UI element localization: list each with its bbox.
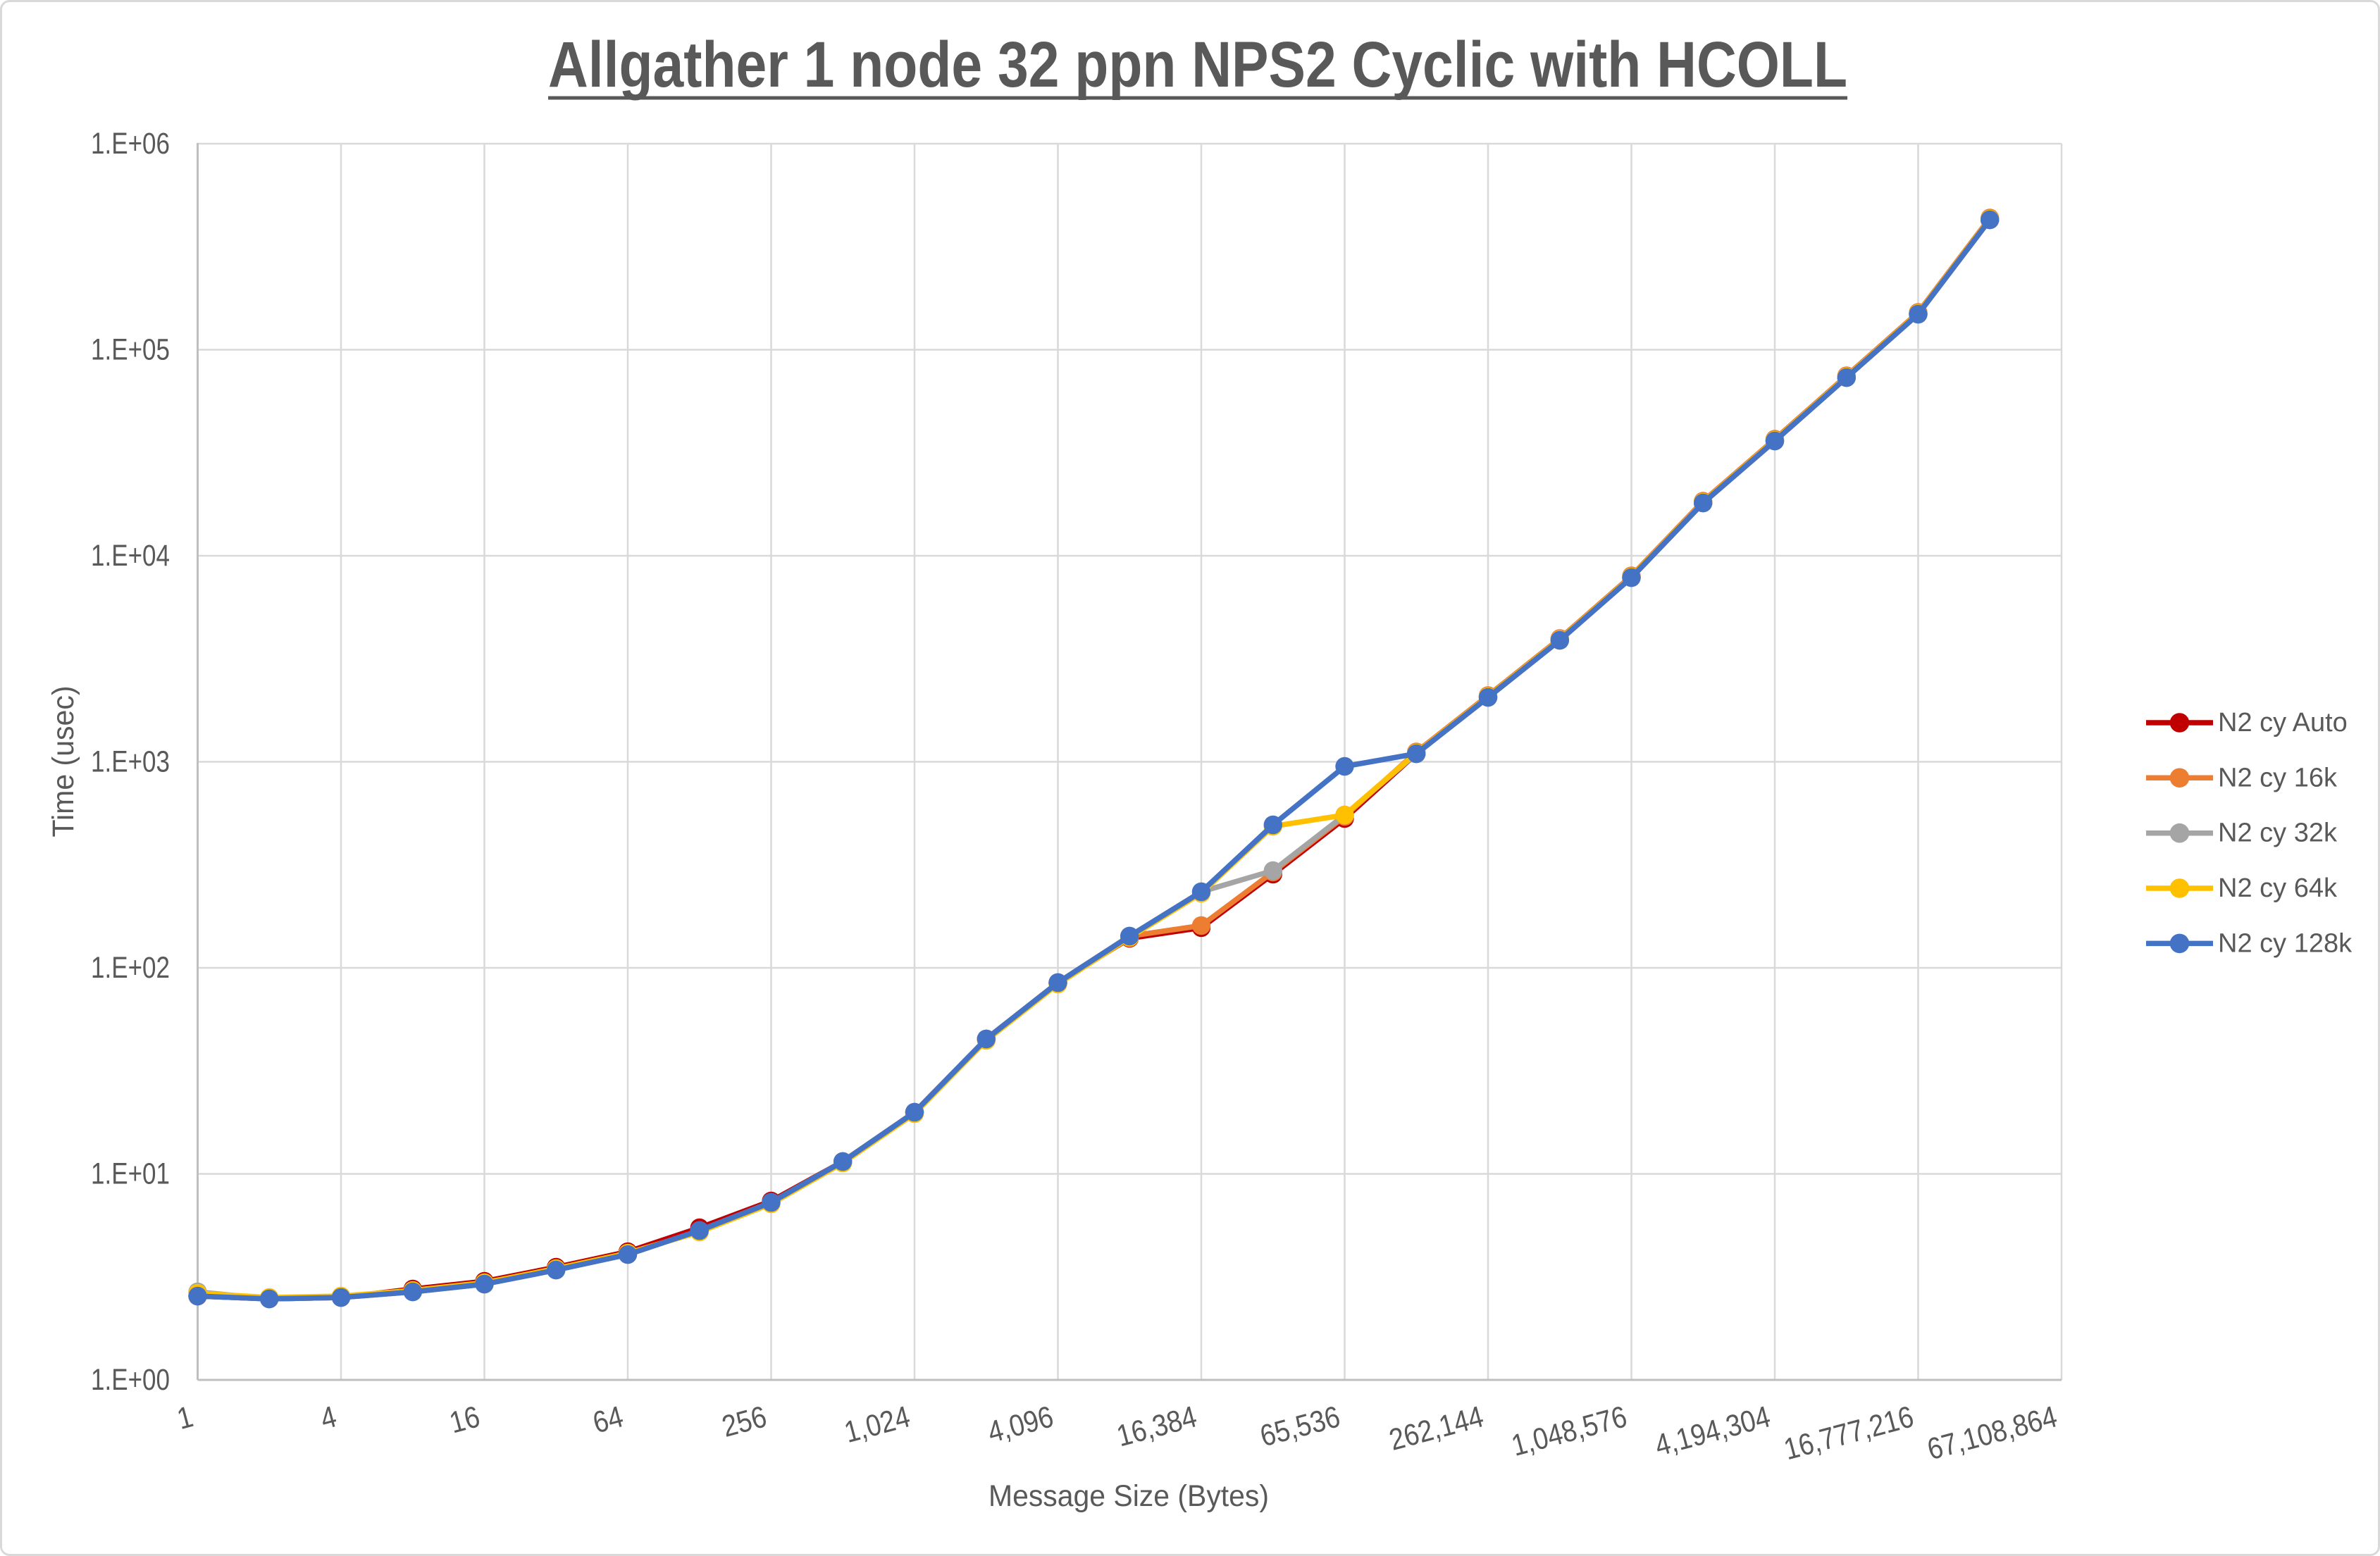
svg-text:1.E+00: 1.E+00 [91,1363,170,1397]
svg-text:N2 cy 64k: N2 cy 64k [2218,873,2338,903]
svg-text:1.E+05: 1.E+05 [91,333,170,367]
svg-text:Message Size (Bytes): Message Size (Bytes) [988,1479,1269,1513]
svg-text:N2 cy 32k: N2 cy 32k [2218,819,2338,848]
svg-text:N2 cy Auto: N2 cy Auto [2218,708,2348,737]
svg-text:1.E+06: 1.E+06 [91,127,170,161]
svg-text:1.E+02: 1.E+02 [91,951,170,985]
svg-text:Time (usec): Time (usec) [47,686,80,838]
svg-text:1.E+03: 1.E+03 [91,745,170,779]
svg-text:Allgather 1 node 32 ppn NPS2 C: Allgather 1 node 32 ppn NPS2 Cyclic with… [548,29,1847,101]
svg-text:1.E+01: 1.E+01 [91,1157,170,1191]
svg-text:N2 cy 16k: N2 cy 16k [2218,763,2338,792]
svg-text:N2 cy 128k: N2 cy 128k [2218,928,2353,958]
svg-text:1.E+04: 1.E+04 [91,539,170,573]
